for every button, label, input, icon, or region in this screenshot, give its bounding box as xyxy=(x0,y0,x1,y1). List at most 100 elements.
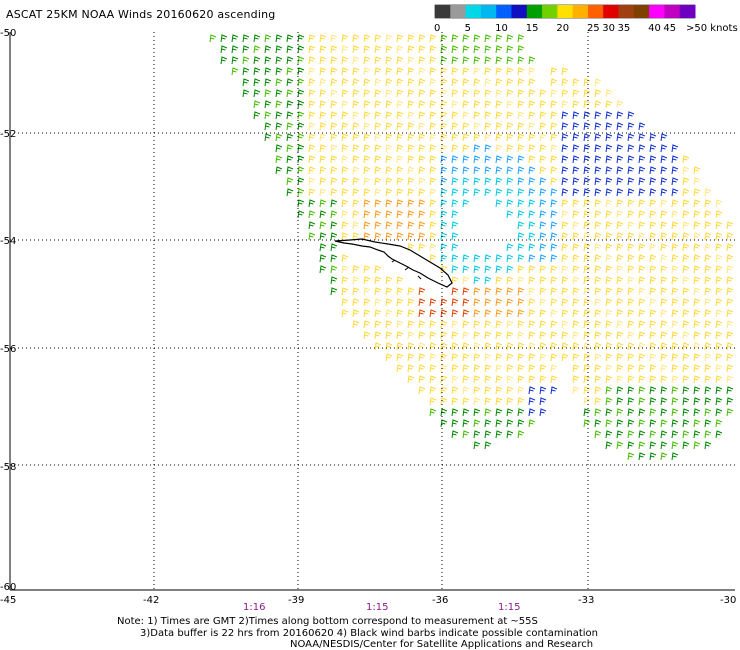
wind-barb xyxy=(561,155,569,164)
wind-barb xyxy=(660,265,668,274)
wind-barb xyxy=(473,177,481,186)
wind-barb xyxy=(429,78,437,87)
wind-barb xyxy=(572,177,580,186)
wind-barb xyxy=(649,243,657,252)
wind-barb xyxy=(374,67,382,76)
wind-barb xyxy=(495,133,503,142)
wind-barb xyxy=(726,287,734,296)
wind-barb xyxy=(506,364,514,373)
wind-barb xyxy=(572,122,580,131)
legend-swatch xyxy=(649,5,665,18)
wind-barb xyxy=(649,320,657,329)
wind-barb xyxy=(495,397,503,406)
wind-barb xyxy=(385,155,393,164)
wind-barb xyxy=(363,287,371,296)
wind-barb xyxy=(374,133,382,142)
wind-barb xyxy=(539,221,547,230)
wind-barb xyxy=(550,320,558,329)
wind-barb xyxy=(242,67,250,76)
wind-barb xyxy=(418,364,426,373)
wind-barb xyxy=(286,144,294,153)
wind-barb xyxy=(616,364,624,373)
wind-barb xyxy=(352,177,360,186)
wind-barb xyxy=(660,298,668,307)
wind-barb xyxy=(660,419,668,428)
wind-barb xyxy=(462,298,470,307)
wind-barb xyxy=(407,166,415,175)
wind-barb xyxy=(473,430,481,439)
wind-barb xyxy=(682,298,690,307)
wind-barb xyxy=(660,155,668,164)
wind-barb xyxy=(671,331,679,340)
wind-barb xyxy=(506,243,514,252)
wind-barb xyxy=(396,177,404,186)
wind-barb xyxy=(495,320,503,329)
wind-barb xyxy=(385,166,393,175)
wind-barb xyxy=(429,331,437,340)
wind-barb xyxy=(550,309,558,318)
wind-barb xyxy=(704,309,712,318)
wind-barb xyxy=(363,166,371,175)
wind-barb xyxy=(572,111,580,120)
wind-barb xyxy=(550,177,558,186)
wind-barb xyxy=(429,166,437,175)
wind-barb xyxy=(484,397,492,406)
wind-barb xyxy=(341,166,349,175)
wind-barb xyxy=(396,276,404,285)
wind-barb xyxy=(352,155,360,164)
wind-barb xyxy=(352,144,360,153)
wind-barb xyxy=(616,199,624,208)
wind-barb xyxy=(594,232,602,241)
wind-barb xyxy=(352,89,360,98)
wind-barb xyxy=(495,342,503,351)
wind-barb xyxy=(704,441,712,450)
wind-barb xyxy=(627,122,635,131)
wind-barb xyxy=(440,386,448,395)
wind-barb xyxy=(517,166,525,175)
legend-swatch xyxy=(435,5,451,18)
wind-barb xyxy=(517,309,525,318)
wind-barb xyxy=(484,386,492,395)
wind-barb xyxy=(649,353,657,362)
wind-barb xyxy=(462,375,470,384)
wind-barb xyxy=(363,45,371,54)
legend-label: 45 xyxy=(663,23,676,34)
wind-barb xyxy=(704,232,712,241)
wind-barb xyxy=(495,177,503,186)
wind-barb xyxy=(594,375,602,384)
wind-barb xyxy=(407,210,415,219)
wind-barb xyxy=(517,265,525,274)
wind-barb xyxy=(396,100,404,109)
wind-barb xyxy=(363,34,371,43)
lon-label: -36 xyxy=(432,595,448,606)
wind-barb xyxy=(517,100,525,109)
wind-barb xyxy=(495,430,503,439)
wind-barb xyxy=(308,67,316,76)
wind-barb xyxy=(363,265,371,274)
wind-barb xyxy=(561,122,569,131)
wind-barb xyxy=(550,265,558,274)
wind-barb xyxy=(407,177,415,186)
wind-barb xyxy=(605,298,613,307)
wind-barb xyxy=(715,254,723,263)
wind-barb xyxy=(572,144,580,153)
wind-barb xyxy=(506,430,514,439)
wind-barb xyxy=(627,254,635,263)
wind-barb xyxy=(528,276,536,285)
wind-barb xyxy=(385,67,393,76)
wind-barb xyxy=(440,89,448,98)
wind-barb xyxy=(693,232,701,241)
wind-barb xyxy=(319,34,327,43)
wind-barb xyxy=(649,441,657,450)
lat-lon-grid xyxy=(10,32,735,590)
wind-barb xyxy=(506,320,514,329)
wind-barb xyxy=(638,210,646,219)
wind-barb xyxy=(550,331,558,340)
wind-barb xyxy=(374,111,382,120)
wind-barb xyxy=(671,155,679,164)
wind-barb xyxy=(363,78,371,87)
wind-barb xyxy=(583,177,591,186)
wind-barb xyxy=(649,397,657,406)
wind-barb xyxy=(220,45,228,54)
wind-barb xyxy=(561,78,569,87)
